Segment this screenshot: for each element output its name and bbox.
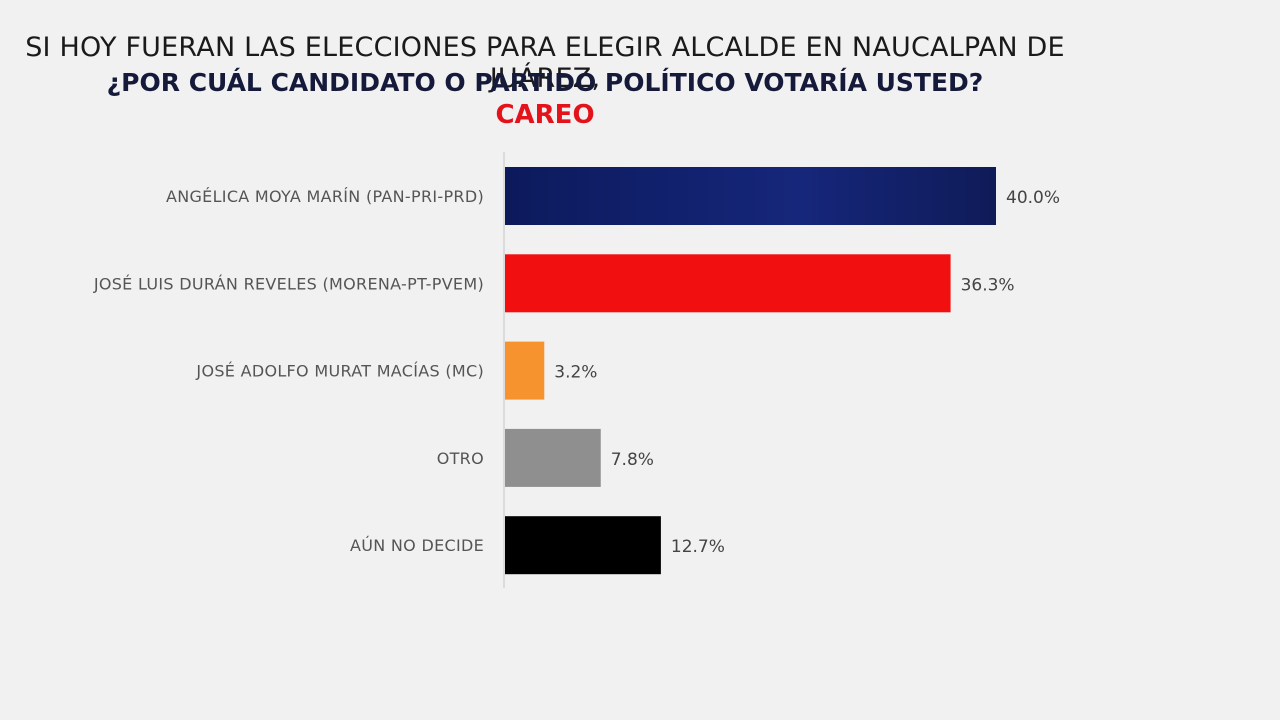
bar-0 [505,167,996,225]
bars-group: ANGÉLICA MOYA MARÍN (PAN-PRI-PRD) 40.0% JO… [93,167,1060,575]
category-label-3: OTRO [437,449,484,468]
bar-3 [505,428,601,487]
chart-title-line1: SI HOY FUERAN LAS ELECCIONES PARA ELEGIR… [25,32,1065,94]
chart-subtitle-careo: CAREO [495,100,595,130]
category-label-1: JOSÉ LUIS DURÁN REVELES (MORENA-PT-PVEM) [93,274,484,293]
chart-title-question: ¿POR CUÁL CANDIDATO O PARTIDO POLÍTICO V… [106,68,984,97]
category-label-4: AÚN NO DECIDE [350,536,484,555]
category-label-0: ANGÉLICA MOYA MARÍN (PAN-PRI-PRD) [166,187,484,206]
bar-4 [505,516,661,575]
value-label-4: 12.7% [671,537,725,557]
bar-2 [505,341,545,400]
value-label-0: 40.0% [1006,188,1060,208]
value-label-1: 36.3% [961,275,1015,295]
value-label-2: 3.2% [554,363,597,383]
bar-1 [505,254,951,313]
category-label-2: JOSÉ ADOLFO MURAT MACÍAS (MC) [195,362,484,381]
value-label-3: 7.8% [611,450,654,470]
